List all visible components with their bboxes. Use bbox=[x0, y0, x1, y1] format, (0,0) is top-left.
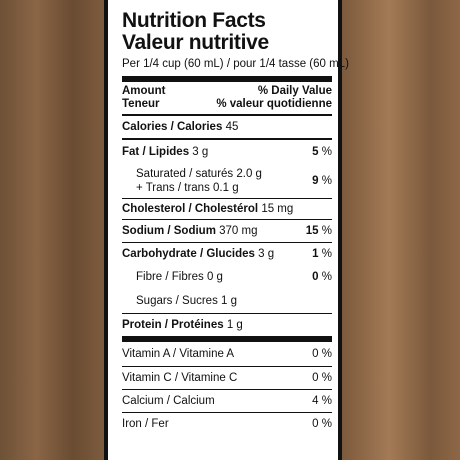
wood-background-left bbox=[0, 0, 104, 460]
saturated-trans-row: Saturated / saturés 2.0 g + Trans / tran… bbox=[122, 164, 332, 198]
calories-value: 45 bbox=[225, 121, 239, 133]
sodium-dv-unit: % bbox=[321, 225, 332, 237]
saturated-dv: 9 bbox=[312, 175, 319, 187]
carbohydrate-label: Carbohydrate / Glucides bbox=[122, 248, 255, 260]
divider bbox=[122, 138, 332, 140]
vitamin-c-dv: 0 % bbox=[312, 372, 332, 384]
iron-dv: 0 % bbox=[312, 418, 332, 430]
vitamin-a-label: Vitamin A / Vitamine A bbox=[122, 348, 235, 360]
sodium-dv: 15 bbox=[305, 225, 319, 237]
calories-row: Calories / Calories 45 bbox=[122, 116, 332, 138]
trans-value: 0.1 g bbox=[213, 182, 239, 194]
protein-value: 1 g bbox=[226, 319, 243, 331]
divider bbox=[122, 198, 332, 199]
divider bbox=[122, 114, 332, 116]
sodium-row: Sodium / Sodium 370 mg 15 % bbox=[122, 220, 332, 242]
iron-row: Iron / Fer 0 % bbox=[122, 413, 332, 435]
divider-thick bbox=[122, 76, 332, 82]
fat-dv: 5 bbox=[312, 146, 319, 158]
divider-thick bbox=[122, 336, 332, 342]
daily-value-label-en: % Daily Value bbox=[257, 85, 332, 97]
sugars-value: 1 g bbox=[221, 295, 238, 307]
carbohydrate-dv-unit: % bbox=[321, 248, 332, 260]
column-header: Amount Teneur % Daily Value % valeur quo… bbox=[122, 82, 332, 114]
divider bbox=[122, 412, 332, 413]
vitamin-c-row: Vitamin C / Vitamine C 0 % bbox=[122, 367, 332, 389]
fibre-dv: 0 bbox=[312, 271, 319, 283]
carbohydrate-value: 3 g bbox=[258, 248, 275, 260]
trans-label: + Trans / trans bbox=[136, 182, 210, 194]
fat-value: 3 g bbox=[192, 146, 209, 158]
fat-row: Fat / Lipides 3 g 5 % bbox=[122, 140, 332, 164]
fibre-value: 0 g bbox=[206, 271, 223, 283]
calcium-label: Calcium / Calcium bbox=[122, 395, 215, 407]
saturated-label: Saturated / saturés bbox=[136, 168, 234, 180]
sugars-row: Sugars / Sucres 1 g bbox=[122, 289, 332, 313]
fibre-dv-unit: % bbox=[321, 271, 332, 283]
divider bbox=[122, 366, 332, 367]
vitamin-a-dv: 0 % bbox=[312, 348, 332, 360]
calcium-row: Calcium / Calcium 4 % bbox=[122, 390, 332, 412]
amount-label-en: Amount bbox=[122, 85, 166, 97]
nutrition-facts-label: Nutrition Facts Valeur nutritive Per 1/4… bbox=[104, 0, 349, 460]
fat-label: Fat / Lipides bbox=[122, 146, 190, 158]
divider bbox=[122, 313, 332, 314]
protein-label: Protein / Protéines bbox=[122, 319, 224, 331]
saturated-dv-unit: % bbox=[321, 175, 332, 187]
calories-label: Calories / Calories bbox=[122, 121, 223, 133]
carbohydrate-dv: 1 bbox=[312, 248, 319, 260]
fat-dv-unit: % bbox=[321, 146, 332, 158]
divider bbox=[122, 242, 332, 243]
vitamin-c-label: Vitamin C / Vitamine C bbox=[122, 372, 238, 384]
amount-label-fr: Teneur bbox=[122, 98, 160, 110]
sugars-label: Sugars / Sucres bbox=[136, 295, 218, 307]
calcium-dv: 4 % bbox=[312, 395, 332, 407]
carbohydrate-row: Carbohydrate / Glucides 3 g 1 % bbox=[122, 243, 332, 265]
sodium-label: Sodium / Sodium bbox=[122, 225, 216, 237]
divider bbox=[122, 389, 332, 390]
serving-size: Per 1/4 cup (60 mL) / pour 1/4 tasse (60… bbox=[122, 58, 349, 70]
cholesterol-value: 15 mg bbox=[261, 203, 294, 215]
vitamin-a-row: Vitamin A / Vitamine A 0 % bbox=[122, 342, 332, 366]
saturated-value: 2.0 g bbox=[236, 168, 262, 180]
sodium-value: 370 mg bbox=[219, 225, 258, 237]
title-french: Valeur nutritive bbox=[122, 31, 269, 54]
daily-value-label-fr: % valeur quotidienne bbox=[216, 98, 332, 110]
fibre-row: Fibre / Fibres 0 g 0 % bbox=[122, 265, 332, 289]
protein-row: Protein / Protéines 1 g bbox=[122, 314, 332, 336]
iron-label: Iron / Fer bbox=[122, 418, 169, 430]
fibre-label: Fibre / Fibres bbox=[136, 271, 204, 283]
wood-background-right bbox=[342, 0, 460, 460]
cholesterol-row: Cholesterol / Cholestérol 15 mg bbox=[122, 199, 332, 219]
cholesterol-label: Cholesterol / Cholestérol bbox=[122, 203, 259, 215]
title-english: Nutrition Facts bbox=[122, 9, 266, 32]
divider bbox=[122, 219, 332, 220]
